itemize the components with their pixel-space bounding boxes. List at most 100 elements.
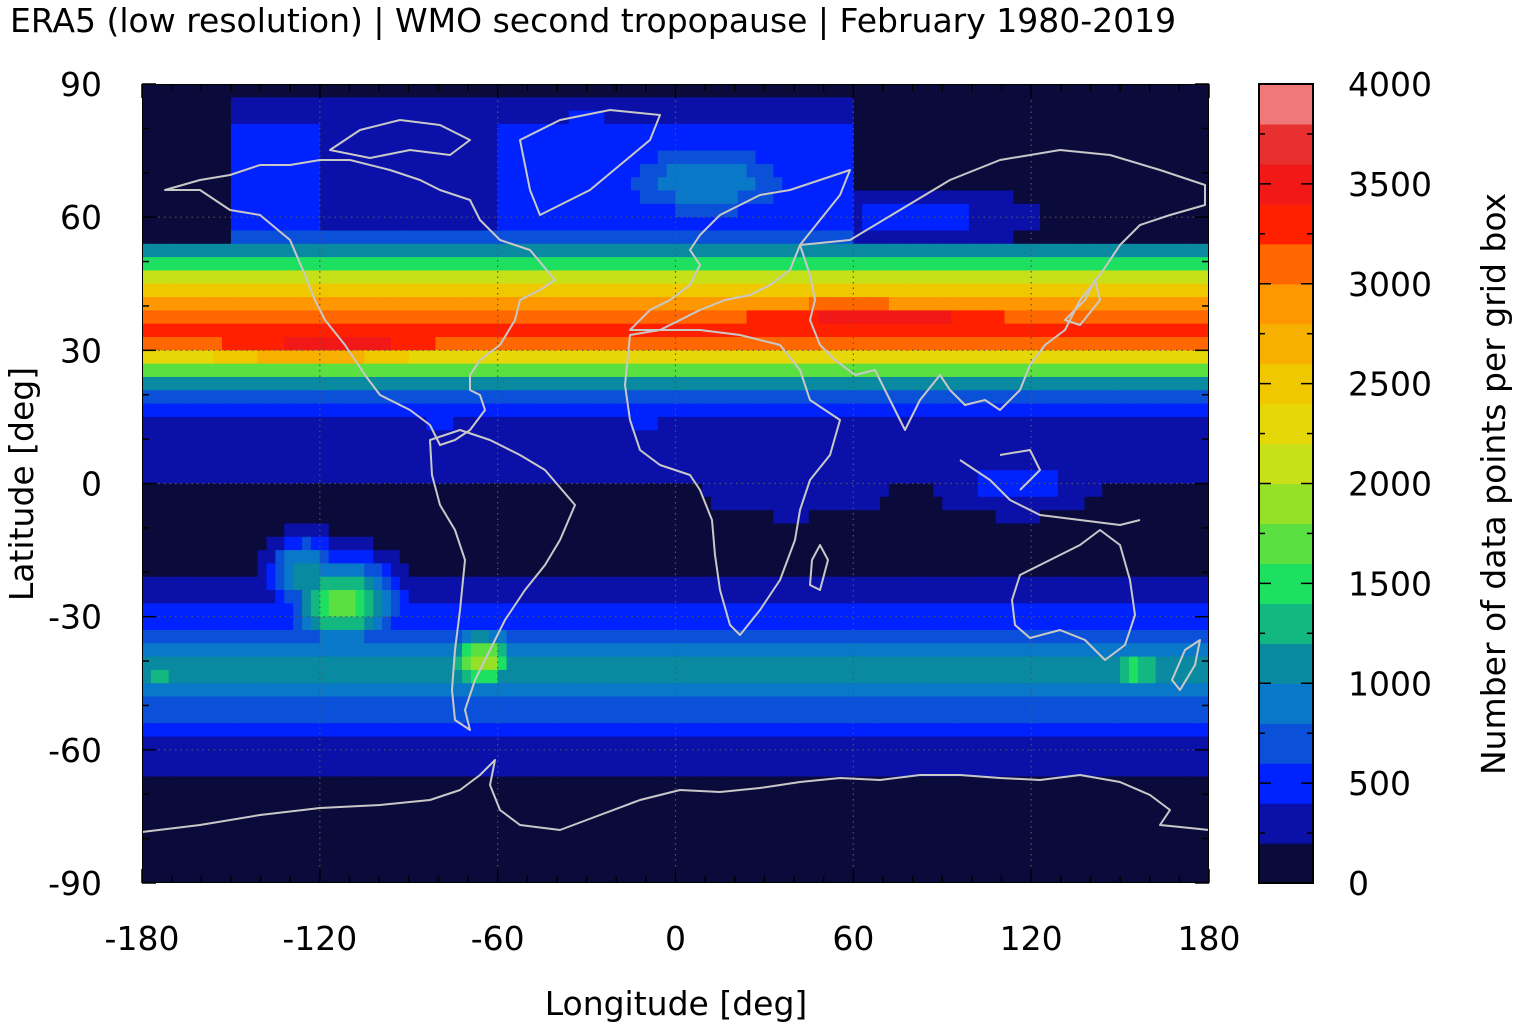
- heatmap-cell: [488, 510, 499, 525]
- heatmap-cell: [577, 230, 588, 245]
- heatmap-cell: [479, 150, 490, 165]
- heatmap-cell: [746, 470, 757, 485]
- heatmap-cell: [835, 283, 846, 298]
- heatmap-cell: [826, 257, 837, 272]
- heatmap-cell: [399, 150, 410, 165]
- heatmap-cell: [1013, 443, 1023, 458]
- heatmap-cell: [844, 456, 854, 471]
- heatmap-cell: [773, 150, 783, 165]
- heatmap-cell: [346, 536, 356, 551]
- heatmap-cell: [684, 496, 694, 511]
- heatmap-cell: [497, 177, 508, 192]
- heatmap-cell: [675, 137, 685, 152]
- heatmap-cell: [639, 297, 650, 311]
- heatmap-cell: [150, 563, 161, 578]
- heatmap-cell: [310, 163, 321, 178]
- heatmap-cell: [417, 217, 428, 232]
- heatmap-cell: [1075, 123, 1086, 138]
- heatmap-cell: [266, 203, 276, 218]
- heatmap-cell: [186, 217, 196, 232]
- heatmap-cell: [435, 603, 445, 618]
- heatmap-cell: [399, 536, 410, 551]
- heatmap-cell: [1022, 603, 1032, 618]
- heatmap-cell: [239, 337, 250, 351]
- heatmap-cell: [213, 496, 223, 511]
- heatmap-cell: [675, 403, 685, 418]
- heatmap-cell: [559, 603, 570, 618]
- heatmap-cell: [168, 390, 179, 405]
- heatmap-cell: [142, 456, 152, 471]
- heatmap-cell: [986, 363, 997, 378]
- heatmap-cell: [1155, 110, 1166, 125]
- heatmap-cell: [399, 470, 410, 485]
- heatmap-cell: [639, 217, 650, 232]
- heatmap-cell: [1200, 84, 1209, 98]
- heatmap-cell: [880, 470, 890, 485]
- heatmap-cell: [764, 390, 774, 405]
- heatmap-cell: [222, 243, 232, 258]
- heatmap-cell: [355, 483, 365, 498]
- heatmap-cell: [1075, 243, 1086, 258]
- heatmap-cell: [302, 510, 312, 525]
- heatmap-cell: [1084, 403, 1095, 418]
- heatmap-cell: [799, 190, 810, 205]
- heatmap-cell: [1057, 190, 1068, 205]
- heatmap-cell: [977, 483, 988, 498]
- heatmap-cell: [390, 590, 401, 604]
- heatmap-cell: [186, 323, 196, 338]
- heatmap-cell: [631, 137, 641, 152]
- heatmap-cell: [880, 376, 890, 391]
- heatmap-cell: [470, 629, 481, 644]
- heatmap-cell: [195, 177, 205, 192]
- heatmap-cell: [542, 376, 552, 391]
- heatmap-cell: [737, 243, 748, 258]
- heatmap-cell: [435, 550, 445, 564]
- heatmap-cell: [1120, 270, 1130, 285]
- heatmap-cell: [960, 430, 970, 445]
- heatmap-cell: [755, 376, 766, 391]
- heatmap-cell: [1066, 483, 1077, 498]
- heatmap-cell: [284, 616, 294, 631]
- heatmap-cell: [835, 416, 846, 431]
- heatmap-cell: [462, 363, 472, 378]
- heatmap-cell: [675, 363, 685, 378]
- heatmap-cell: [1137, 443, 1148, 458]
- heatmap-cell: [328, 416, 339, 431]
- heatmap-cell: [230, 310, 241, 325]
- heatmap-cell: [977, 550, 988, 564]
- heatmap-cell: [426, 350, 437, 365]
- heatmap-cell: [639, 363, 650, 378]
- heatmap-cell: [533, 390, 543, 405]
- heatmap-cell: [328, 483, 339, 498]
- heatmap-cell: [248, 243, 259, 258]
- heatmap-cell: [515, 523, 525, 538]
- heatmap-cell: [719, 337, 730, 351]
- heatmap-cell: [159, 323, 170, 338]
- heatmap-cell: [1057, 603, 1068, 618]
- heatmap-cell: [942, 257, 952, 272]
- heatmap-cell: [1040, 97, 1050, 112]
- heatmap-cell: [204, 337, 214, 351]
- heatmap-cell: [648, 190, 659, 205]
- heatmap-cell: [257, 190, 268, 205]
- heatmap-cell: [168, 443, 179, 458]
- heatmap-cell: [888, 323, 899, 338]
- heatmap-cell: [764, 456, 774, 471]
- heatmap-cell: [968, 203, 979, 218]
- heatmap-cell: [390, 217, 401, 232]
- heatmap-cell: [355, 510, 365, 525]
- heatmap-cell: [248, 376, 259, 391]
- heatmap-cell: [915, 430, 926, 445]
- heatmap-cell: [951, 523, 961, 538]
- heatmap-cell: [639, 270, 650, 285]
- heatmap-cell: [302, 297, 312, 311]
- heatmap-cell: [1013, 430, 1023, 445]
- heatmap-cell: [737, 123, 748, 138]
- heatmap-cell: [719, 376, 730, 391]
- heatmap-cell: [559, 297, 570, 311]
- heatmap-cell: [1111, 323, 1121, 338]
- heatmap-cell: [782, 283, 792, 298]
- heatmap-cell: [524, 97, 534, 112]
- heatmap-cell: [684, 563, 694, 578]
- heatmap-cell: [1075, 323, 1086, 338]
